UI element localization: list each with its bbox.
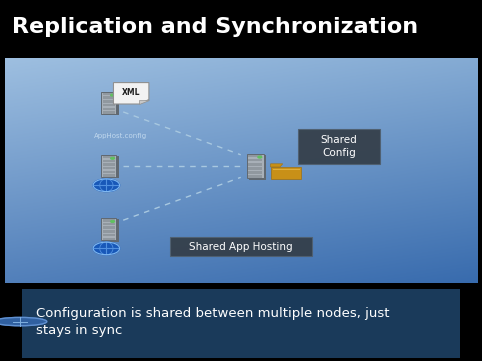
FancyBboxPatch shape xyxy=(248,155,262,157)
FancyBboxPatch shape xyxy=(248,171,262,174)
Circle shape xyxy=(111,221,115,222)
FancyBboxPatch shape xyxy=(270,167,301,179)
Text: Replication and Synchronization: Replication and Synchronization xyxy=(12,17,418,37)
Circle shape xyxy=(93,242,120,255)
Text: Shared
Config: Shared Config xyxy=(321,135,357,158)
Polygon shape xyxy=(139,100,149,104)
FancyBboxPatch shape xyxy=(103,171,115,173)
FancyBboxPatch shape xyxy=(103,100,115,103)
Text: Configuration is shared between multiple nodes, just
stays in sync: Configuration is shared between multiple… xyxy=(36,306,389,336)
FancyBboxPatch shape xyxy=(101,218,116,240)
FancyBboxPatch shape xyxy=(103,93,115,95)
FancyBboxPatch shape xyxy=(103,160,115,162)
Circle shape xyxy=(111,94,115,96)
FancyBboxPatch shape xyxy=(103,167,115,170)
FancyBboxPatch shape xyxy=(248,159,262,161)
FancyBboxPatch shape xyxy=(249,155,266,179)
FancyBboxPatch shape xyxy=(103,219,115,222)
FancyBboxPatch shape xyxy=(103,104,115,106)
FancyBboxPatch shape xyxy=(22,289,460,357)
Circle shape xyxy=(0,317,47,326)
FancyBboxPatch shape xyxy=(103,108,115,110)
Polygon shape xyxy=(113,83,149,104)
FancyBboxPatch shape xyxy=(101,92,116,114)
FancyBboxPatch shape xyxy=(103,96,115,99)
FancyBboxPatch shape xyxy=(103,223,115,225)
Circle shape xyxy=(93,179,120,192)
FancyBboxPatch shape xyxy=(103,174,115,177)
FancyBboxPatch shape xyxy=(104,93,119,115)
FancyBboxPatch shape xyxy=(103,230,115,233)
FancyBboxPatch shape xyxy=(103,238,115,240)
FancyBboxPatch shape xyxy=(104,219,119,242)
FancyBboxPatch shape xyxy=(103,226,115,229)
Circle shape xyxy=(258,156,262,158)
FancyBboxPatch shape xyxy=(101,155,116,177)
FancyBboxPatch shape xyxy=(103,111,115,114)
Polygon shape xyxy=(270,164,283,167)
Text: Shared App Hosting: Shared App Hosting xyxy=(189,242,293,252)
Circle shape xyxy=(111,157,115,159)
FancyBboxPatch shape xyxy=(248,175,262,178)
FancyBboxPatch shape xyxy=(103,156,115,158)
FancyBboxPatch shape xyxy=(248,167,262,170)
FancyBboxPatch shape xyxy=(170,237,312,256)
FancyBboxPatch shape xyxy=(104,156,119,178)
FancyBboxPatch shape xyxy=(103,234,115,236)
Text: XML: XML xyxy=(122,88,140,97)
FancyBboxPatch shape xyxy=(247,154,264,178)
FancyBboxPatch shape xyxy=(248,163,262,166)
FancyBboxPatch shape xyxy=(103,163,115,166)
Text: AppHost.config: AppHost.config xyxy=(94,133,147,139)
FancyBboxPatch shape xyxy=(298,129,380,164)
